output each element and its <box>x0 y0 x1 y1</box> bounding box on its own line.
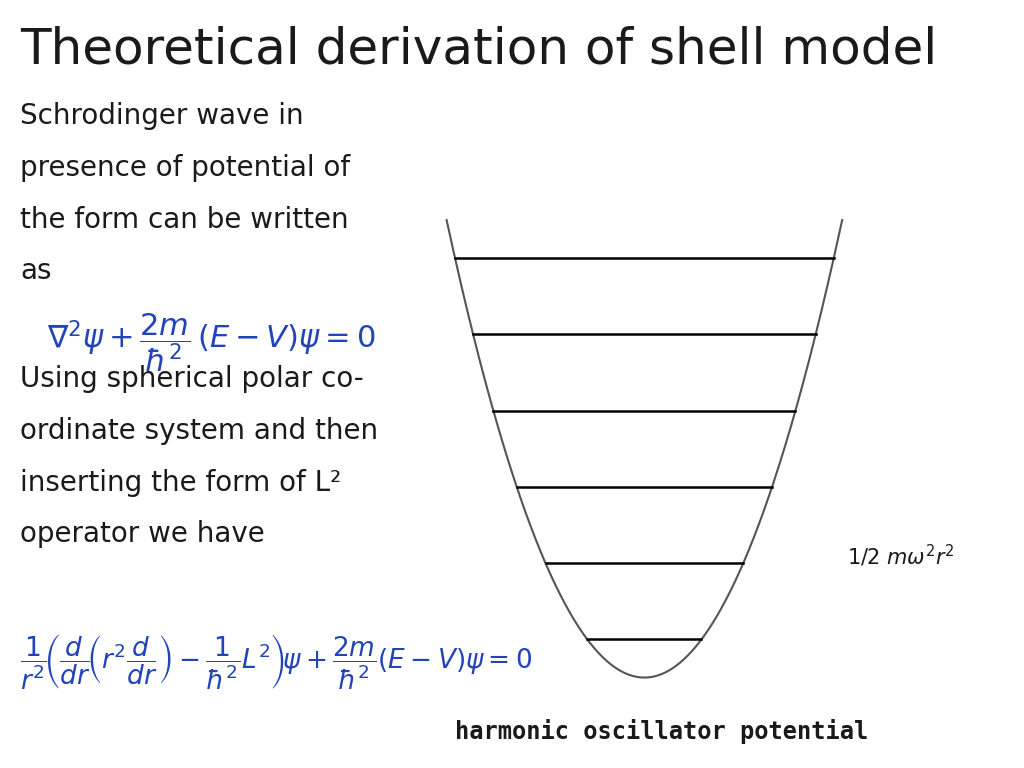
Text: harmonic oscillator potential: harmonic oscillator potential <box>456 720 868 744</box>
Text: ordinate system and then: ordinate system and then <box>20 417 379 445</box>
Text: Using spherical polar co-: Using spherical polar co- <box>20 365 365 393</box>
Text: Theoretical derivation of shell model: Theoretical derivation of shell model <box>20 25 938 74</box>
Text: inserting the form of L²: inserting the form of L² <box>20 468 342 497</box>
Text: presence of potential of: presence of potential of <box>20 154 350 182</box>
Text: operator we have: operator we have <box>20 521 265 548</box>
Text: $\nabla^2\psi + \dfrac{2m}{\hbar^2}\,(E - V)\psi = 0$: $\nabla^2\psi + \dfrac{2m}{\hbar^2}\,(E … <box>47 312 375 375</box>
Text: the form can be written: the form can be written <box>20 206 349 233</box>
Text: Schrodinger wave in: Schrodinger wave in <box>20 102 304 130</box>
Text: as: as <box>20 257 52 286</box>
Text: $1/2\ m\omega^2r^2$: $1/2\ m\omega^2r^2$ <box>847 542 954 568</box>
Text: $\dfrac{1}{r^2}\!\left(\dfrac{d}{dr}\!\left(r^2\dfrac{d}{dr}\right) - \dfrac{1}{: $\dfrac{1}{r^2}\!\left(\dfrac{d}{dr}\!\l… <box>20 632 532 690</box>
